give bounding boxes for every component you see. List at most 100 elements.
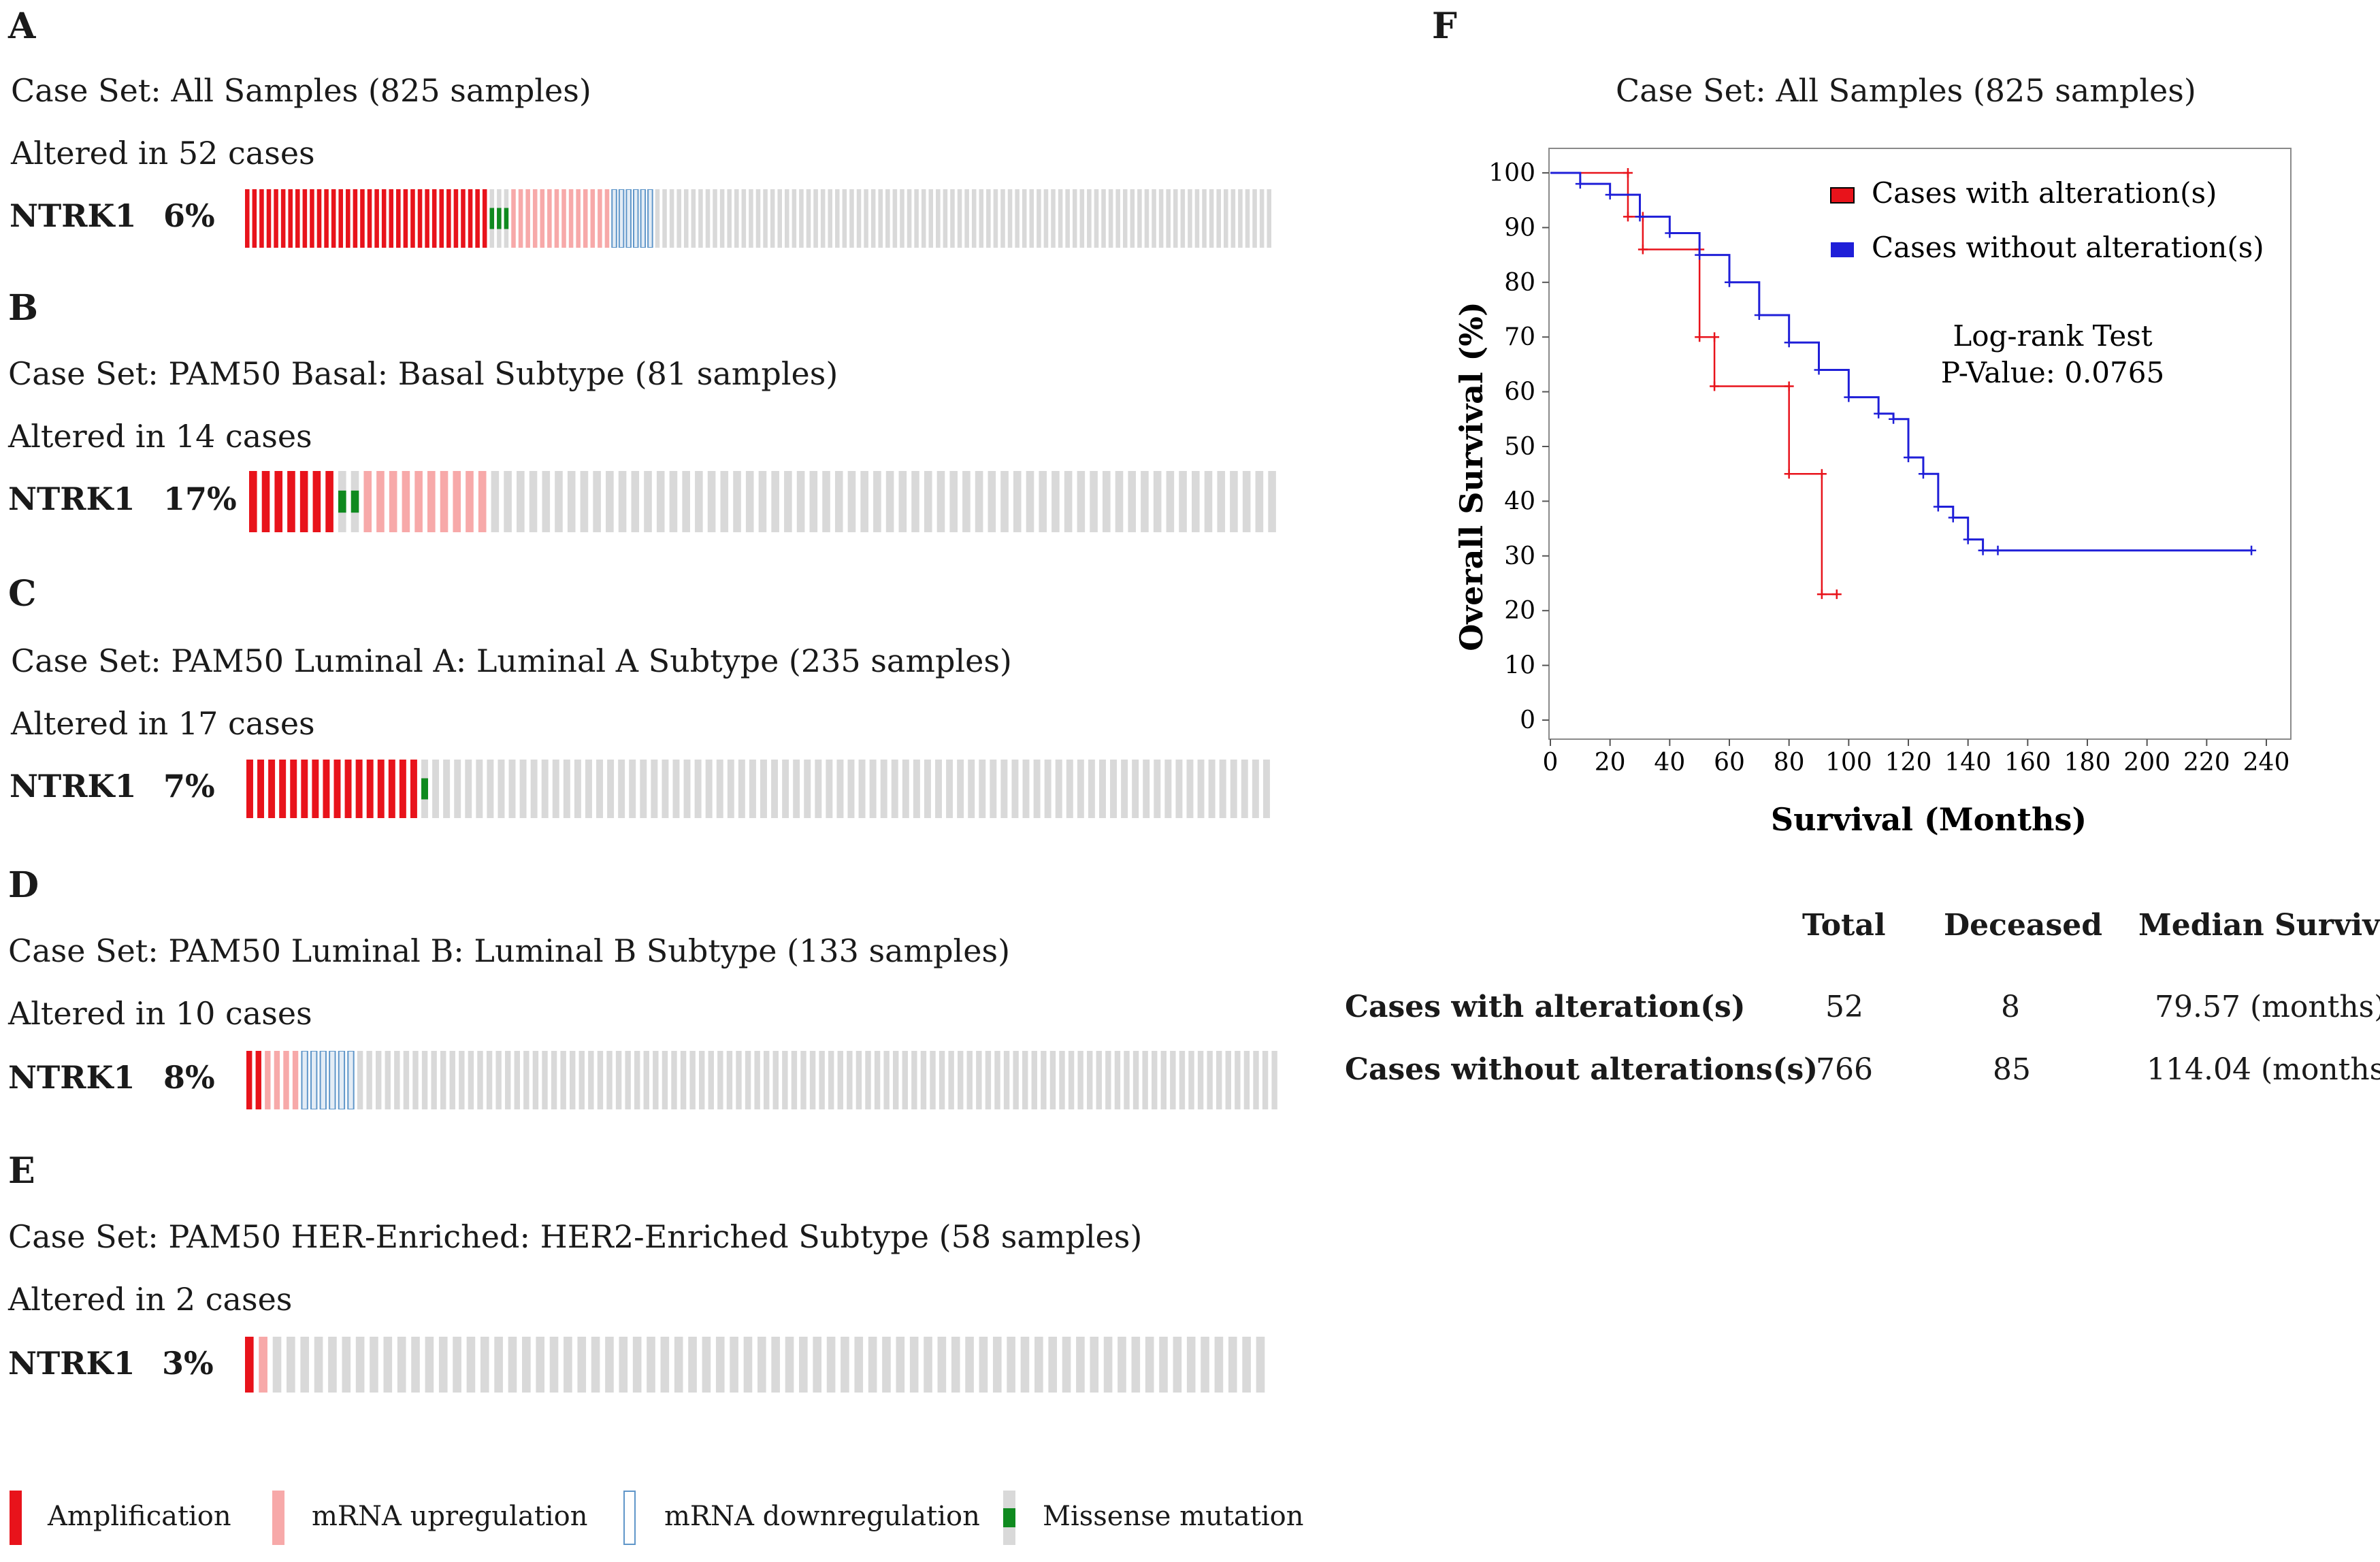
sample-bar-up xyxy=(604,189,610,248)
sample-bar-none xyxy=(551,1051,557,1109)
case-set-label: Case Set: PAM50 Basal: Basal Subtype (81… xyxy=(8,355,838,392)
sample-bar-none xyxy=(591,1337,600,1393)
panel-letter: B xyxy=(8,287,38,329)
sample-bar-none xyxy=(1020,1337,1030,1393)
sample-bar-none xyxy=(782,760,789,818)
sample-bar-none xyxy=(476,760,483,818)
table-header-total: Total xyxy=(1802,908,1886,943)
censor-mark xyxy=(1904,453,1913,463)
sample-bar-none xyxy=(1242,1337,1251,1393)
sample-bar-none xyxy=(994,1051,1000,1109)
sample-bar-up xyxy=(576,189,581,248)
y-tick-label: 90 xyxy=(1504,214,1535,242)
table-header-deceased: Deceased xyxy=(1944,908,2102,943)
sample-bar-amp xyxy=(323,760,330,818)
sample-bar-none xyxy=(921,189,926,248)
sample-bar-none xyxy=(1115,189,1120,248)
sample-bar-none xyxy=(936,189,941,248)
sample-bar-none xyxy=(1051,189,1056,248)
sample-bar-none xyxy=(1230,189,1236,248)
sample-bar-none xyxy=(342,1337,351,1393)
sample-bar-none xyxy=(1000,189,1005,248)
sample-bar-none xyxy=(532,1051,539,1109)
sample-bar-none xyxy=(757,1337,766,1393)
sample-bar-none xyxy=(1208,760,1216,818)
sample-bar-none xyxy=(640,760,647,818)
km-x-axis-label: Survival (Months) xyxy=(1771,801,2087,838)
missense-marker xyxy=(338,490,346,513)
sample-bar-none xyxy=(928,189,934,248)
sample-bar-none xyxy=(782,1051,788,1109)
sample-bar-up xyxy=(540,189,545,248)
sample-bar-none xyxy=(847,1051,853,1109)
km-legend-swatch-unaltered xyxy=(1831,242,1854,257)
sample-bar-up xyxy=(363,471,372,532)
x-tick-label: 80 xyxy=(1774,749,1805,777)
sample-bar-none xyxy=(607,760,615,818)
sample-bar-none xyxy=(683,760,691,818)
sample-bar-none xyxy=(1007,189,1013,248)
sample-bar-none xyxy=(951,1337,960,1393)
sample-bar-none xyxy=(727,189,732,248)
sample-bar-none xyxy=(1043,189,1049,248)
sample-bar-none xyxy=(1194,189,1200,248)
gene-name: NTRK1 xyxy=(8,1345,135,1382)
sample-bar-amp xyxy=(410,189,415,248)
sample-bar-none xyxy=(868,1337,877,1393)
table-cell-deceased: 8 xyxy=(2001,990,2020,1024)
sample-bar-none xyxy=(1253,1051,1259,1109)
sample-bar-none xyxy=(1243,1051,1250,1109)
sample-bar-none xyxy=(1153,471,1162,532)
sample-bar-down xyxy=(611,189,617,248)
sample-bar-none xyxy=(1255,471,1264,532)
table-cell-median: 114.04 (months) xyxy=(2147,1052,2380,1087)
legend-swatch-mrna-down xyxy=(623,1491,636,1545)
sample-bar-none xyxy=(755,189,761,248)
sample-bar-amp xyxy=(274,471,283,532)
sample-bar-none xyxy=(383,1337,393,1393)
censor-mark xyxy=(1844,392,1854,402)
km-chart-title: Case Set: All Samples (825 samples) xyxy=(1616,72,2196,109)
oncoprint-track xyxy=(245,1337,1265,1393)
sample-bar-none xyxy=(1087,189,1092,248)
sample-bar-none xyxy=(771,760,779,818)
sample-bar-none xyxy=(1223,189,1228,248)
sample-bar-none xyxy=(1039,471,1047,532)
sample-bar-amp xyxy=(245,189,250,248)
sample-bar-none xyxy=(1186,760,1194,818)
sample-bar-none xyxy=(873,471,881,532)
sample-bar-none xyxy=(440,1051,446,1109)
sample-bar-none xyxy=(671,1051,677,1109)
sample-bar-none xyxy=(828,1051,834,1109)
sample-bar-none xyxy=(800,1051,806,1109)
sample-bar-none xyxy=(1202,189,1207,248)
sample-bar-none xyxy=(1160,1051,1167,1109)
sample-bar-up xyxy=(453,471,461,532)
altered-percent: 17% xyxy=(163,481,237,517)
sample-bar-none xyxy=(1034,1337,1043,1393)
oncoprint-track xyxy=(245,189,1271,248)
sample-bar-none xyxy=(1214,1337,1224,1393)
sample-bar-none xyxy=(466,1337,476,1393)
sample-bar-none xyxy=(1052,471,1060,532)
sample-bar-amp xyxy=(475,189,480,248)
panel-letter: A xyxy=(8,5,36,47)
sample-bar-none xyxy=(522,1337,531,1393)
sample-bar-none xyxy=(813,189,818,248)
sample-bar-amp xyxy=(389,189,394,248)
sample-bar-amp xyxy=(410,760,417,818)
sample-bar-none xyxy=(1059,1051,1065,1109)
sample-bar-up xyxy=(518,189,523,248)
censor-mark xyxy=(1933,502,1943,512)
sample-bar-none xyxy=(505,1051,511,1109)
censor-mark xyxy=(1831,589,1842,600)
sample-bar-none xyxy=(900,189,904,248)
sample-bar-none xyxy=(743,1337,753,1393)
sample-bar-up xyxy=(532,189,538,248)
sample-bar-none xyxy=(764,1051,770,1109)
sample-bar-none xyxy=(480,1337,489,1393)
sample-bar-none xyxy=(438,1337,448,1393)
sample-bar-none xyxy=(745,471,754,532)
sample-bar-none xyxy=(1062,1337,1071,1393)
legend-swatch-amplification xyxy=(10,1491,22,1545)
